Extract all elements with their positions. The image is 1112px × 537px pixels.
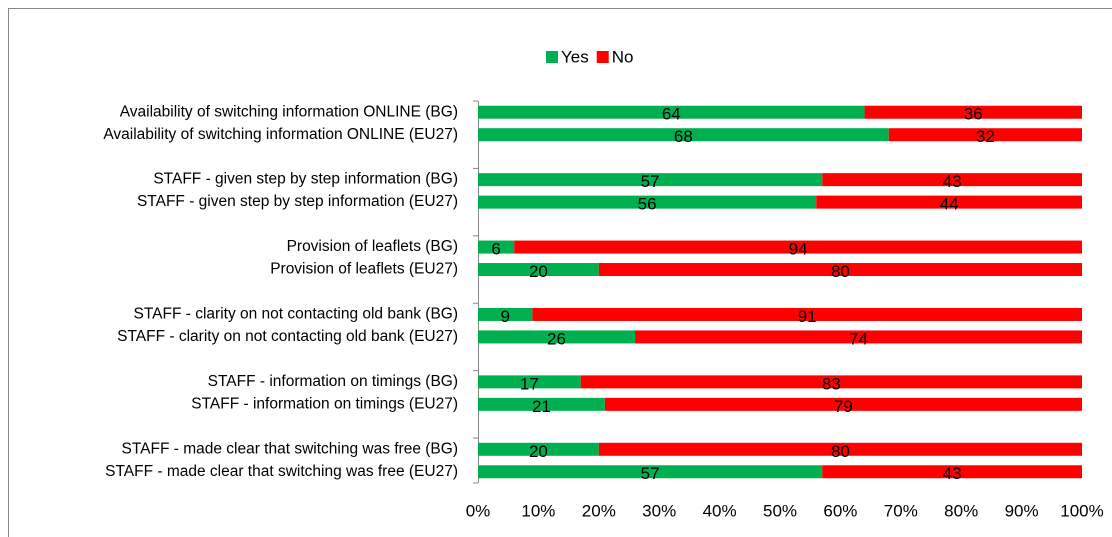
x-tick-label: 50% <box>763 501 797 520</box>
legend-swatch <box>546 51 558 63</box>
bar-segment <box>478 128 889 142</box>
data-label: 9 <box>500 307 509 326</box>
data-label: 26 <box>547 329 566 348</box>
data-label: 44 <box>940 195 959 214</box>
bar-segment <box>478 307 533 321</box>
bar-segment <box>816 195 1082 209</box>
bar-segment <box>478 240 515 254</box>
legend-label: No <box>612 47 634 66</box>
bar-segment <box>478 442 599 456</box>
bar-segment <box>822 465 1082 479</box>
data-label: 79 <box>834 397 853 416</box>
x-tick-label: 0% <box>466 501 491 520</box>
bar-segment <box>532 307 1082 321</box>
y-tick-label: Provision of leaflets (BG) <box>287 238 458 255</box>
bar-segment <box>514 240 1082 254</box>
data-label: 20 <box>529 262 548 281</box>
legend-label: Yes <box>561 47 589 66</box>
bar-segment <box>580 375 1082 389</box>
y-tick-label: STAFF - made clear that switching was fr… <box>121 440 458 457</box>
data-label: 83 <box>822 374 841 393</box>
x-tick-label: 20% <box>582 501 616 520</box>
data-label: 74 <box>849 329 868 348</box>
chart-border <box>8 8 1112 537</box>
data-label: 17 <box>520 374 539 393</box>
y-tick-label: STAFF - given step by step information (… <box>137 193 458 210</box>
y-tick-label: STAFF - information on timings (EU27) <box>191 395 458 412</box>
data-label: 94 <box>789 240 808 259</box>
bar-segment <box>604 397 1082 411</box>
y-tick-label: Availability of switching information ON… <box>103 126 458 143</box>
bar-segment <box>478 375 581 389</box>
x-tick-label: 30% <box>642 501 676 520</box>
bar-segment <box>635 330 1082 344</box>
y-tick-label: Provision of leaflets (EU27) <box>270 261 458 278</box>
bar-segment <box>478 465 823 479</box>
legend-swatch <box>596 51 609 63</box>
y-tick-label: Availability of switching information ON… <box>120 103 458 120</box>
y-tick-label: STAFF - clarity on not contacting old ba… <box>134 306 458 323</box>
bar-segment <box>478 263 599 277</box>
bar-segment <box>598 263 1082 277</box>
y-tick-label: STAFF - information on timings (BG) <box>208 373 458 390</box>
y-tick-label: STAFF - made clear that switching was fr… <box>105 463 458 480</box>
bar-segment <box>478 105 865 119</box>
bar-segment <box>822 173 1082 187</box>
data-label: 68 <box>674 127 693 146</box>
x-tick-label: 70% <box>884 501 918 520</box>
bar-segment <box>888 128 1082 142</box>
data-label: 20 <box>529 442 548 461</box>
data-label: 43 <box>943 464 962 483</box>
data-label: 6 <box>491 240 500 259</box>
data-label: 21 <box>532 397 551 416</box>
data-label: 36 <box>964 105 983 124</box>
data-label: 64 <box>662 105 681 124</box>
bar-segment <box>864 105 1082 119</box>
x-tick-label: 40% <box>703 501 737 520</box>
bar-segment <box>478 173 823 187</box>
data-label: 32 <box>976 127 995 146</box>
bar-segment <box>478 330 636 344</box>
data-label: 56 <box>638 195 657 214</box>
bar-segment <box>598 442 1082 456</box>
x-tick-label: 60% <box>823 501 857 520</box>
data-label: 57 <box>641 172 660 191</box>
x-tick-label: 80% <box>944 501 978 520</box>
data-label: 80 <box>831 442 850 461</box>
x-tick-label: 100% <box>1060 501 1103 520</box>
y-tick-label: STAFF - clarity on not contacting old ba… <box>117 328 458 345</box>
x-tick-label: 90% <box>1005 501 1039 520</box>
x-tick-label: 10% <box>521 501 555 520</box>
data-label: 91 <box>798 307 817 326</box>
data-label: 57 <box>641 464 660 483</box>
data-label: 43 <box>943 172 962 191</box>
y-tick-label: STAFF - given step by step information (… <box>153 171 458 188</box>
bar-segment <box>478 397 605 411</box>
data-label: 80 <box>831 262 850 281</box>
bar-segment <box>478 195 817 209</box>
